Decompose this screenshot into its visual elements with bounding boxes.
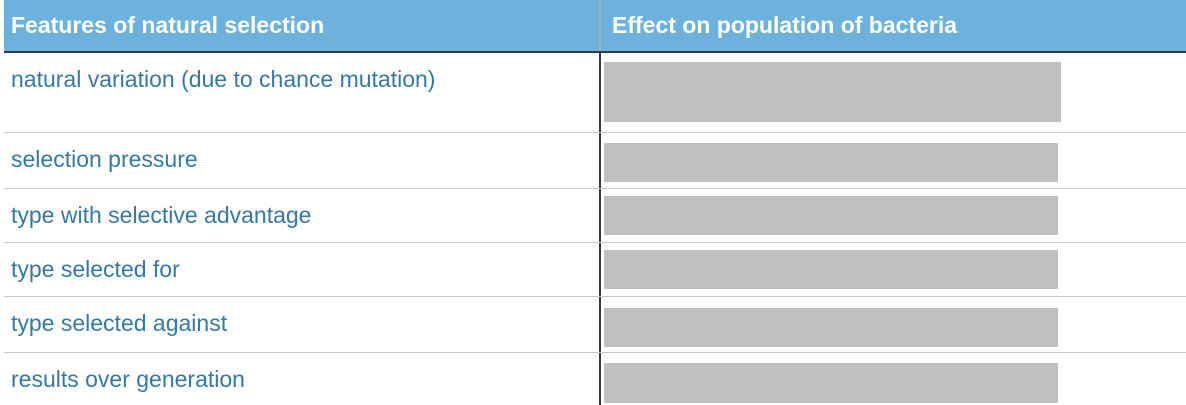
feature-label: type selected against [11,310,228,336]
table-row: type selected for [4,243,1186,297]
effect-cell [599,297,1186,352]
redacted-answer-box[interactable] [604,308,1058,347]
table-row: selection pressure [4,133,1186,189]
redacted-answer-box[interactable] [604,196,1058,235]
effect-cell [599,189,1186,242]
effect-cell [599,53,1186,132]
feature-label: selection pressure [11,146,198,172]
worksheet-table: Features of natural selection Effect on … [4,0,1186,405]
feature-label: type selected for [11,256,180,282]
feature-label: natural variation (due to chance mutatio… [11,66,436,92]
redacted-answer-box[interactable] [604,363,1058,403]
table-row: type selected against [4,297,1186,353]
effect-cell [599,243,1186,296]
feature-label: type with selective advantage [11,202,312,228]
table-row: type with selective advantage [4,189,1186,243]
header-features-of-natural-selection: Features of natural selection [4,0,601,51]
redacted-answer-box[interactable] [604,250,1058,289]
header-effect-on-population: Effect on population of bacteria [612,12,958,38]
table-row: results over generation [4,353,1186,405]
table-header-row: Features of natural selection Effect on … [4,0,1186,53]
effect-cell [599,353,1186,405]
redacted-answer-box[interactable] [604,62,1061,122]
table-row: natural variation (due to chance mutatio… [4,53,1186,133]
redacted-answer-box[interactable] [604,143,1058,182]
feature-label: results over generation [11,366,245,392]
effect-cell [599,133,1186,188]
